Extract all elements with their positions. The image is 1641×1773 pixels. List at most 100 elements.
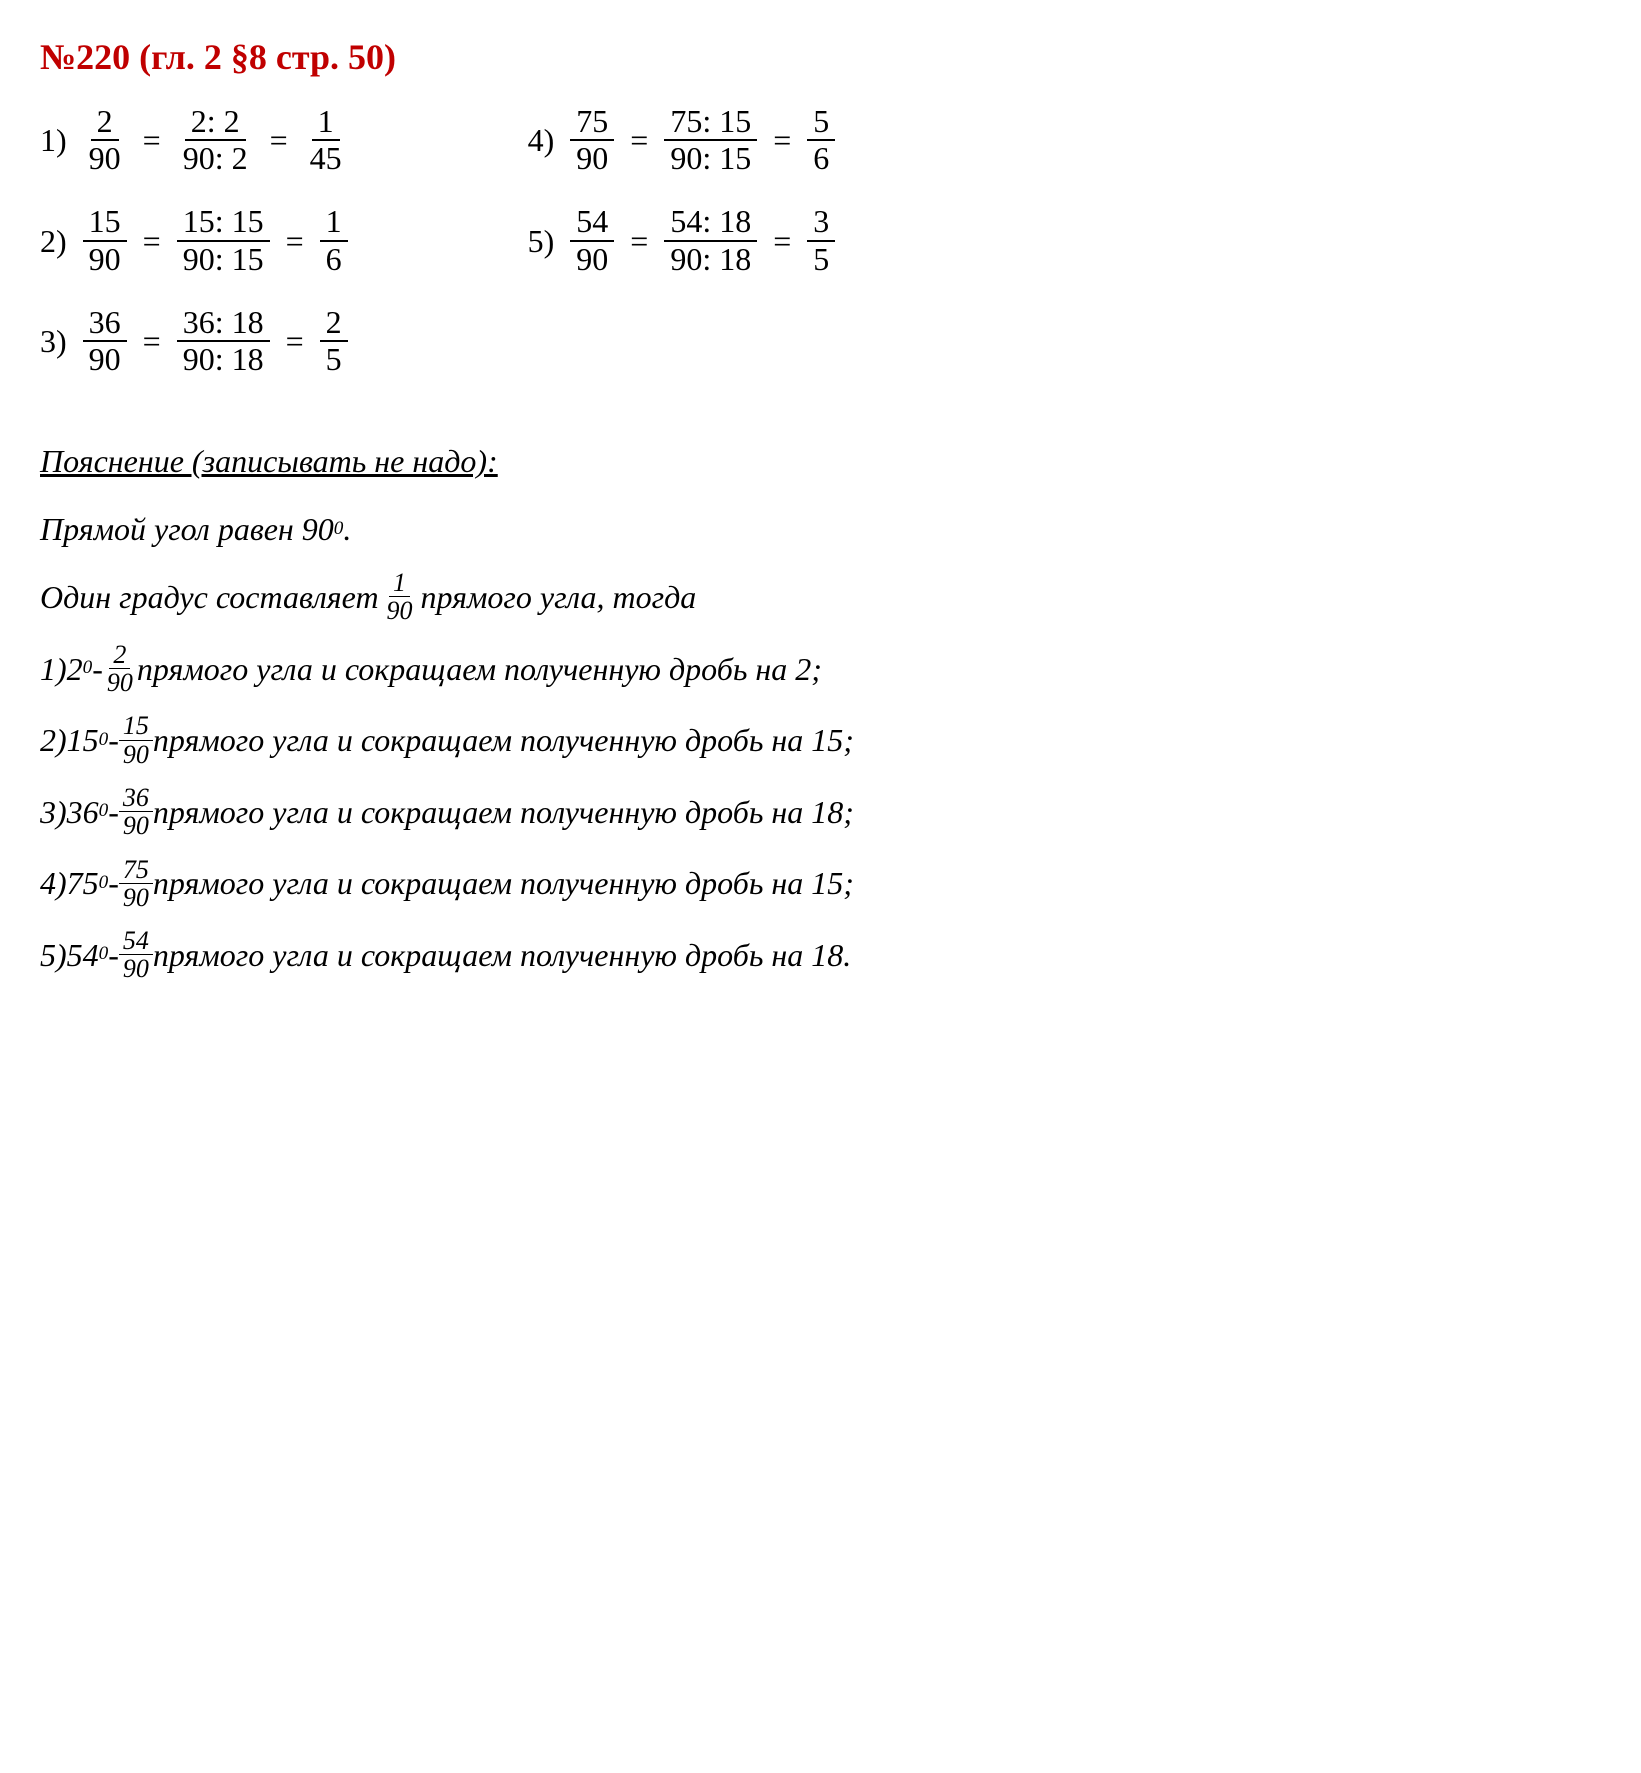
equation-label: 5) xyxy=(528,217,555,265)
explanation-right-angle: Прямой угол равен 900. xyxy=(40,505,1601,553)
fraction-num: 54: 18 xyxy=(664,204,757,241)
equals-sign: = xyxy=(763,217,801,265)
fraction-den: 90 xyxy=(83,242,127,277)
item-degree: 75 xyxy=(67,859,99,907)
explanation-item: 5) 540 - 54 90 прямого угла и сокращаем … xyxy=(40,927,1601,983)
period: . xyxy=(343,505,351,553)
equation-line: 5) 54 90 = 54: 18 90: 18 = 3 5 xyxy=(528,204,836,276)
equals-sign: = xyxy=(276,317,314,365)
equals-sign: = xyxy=(133,217,171,265)
fraction-den: 90: 15 xyxy=(664,141,757,176)
fraction: 54 90 xyxy=(570,204,614,276)
item-label: 4) xyxy=(40,859,67,907)
equations-right-column: 4) 75 90 = 75: 15 90: 15 = 5 6 5) 54 90 … xyxy=(528,104,836,377)
dash: - xyxy=(108,716,119,764)
fraction-num: 75 xyxy=(119,856,153,884)
fraction: 75 90 xyxy=(570,104,614,176)
equation-label: 1) xyxy=(40,116,67,164)
fraction-num: 1 xyxy=(312,104,340,141)
fraction-num: 1 xyxy=(389,569,410,597)
fraction-num: 54 xyxy=(119,927,153,955)
fraction-den: 90 xyxy=(83,342,127,377)
fraction: 75: 15 90: 15 xyxy=(664,104,757,176)
fraction-num: 54 xyxy=(570,204,614,241)
fraction-den: 5 xyxy=(320,342,348,377)
fraction: 3 5 xyxy=(807,204,835,276)
degree-sup: 0 xyxy=(99,869,109,898)
equation-line: 2) 15 90 = 15: 15 90: 15 = 1 6 xyxy=(40,204,348,276)
fraction-den: 90 xyxy=(119,955,153,982)
fraction: 1 6 xyxy=(320,204,348,276)
degree-sup: 0 xyxy=(334,515,344,544)
explanation-item: 3) 360 - 36 90 прямого угла и сокращаем … xyxy=(40,784,1601,840)
dash: - xyxy=(108,859,119,907)
equation-label: 4) xyxy=(528,116,555,164)
item-label: 5) xyxy=(40,931,67,979)
item-tail: прямого угла и сокращаем полученную дроб… xyxy=(153,716,854,764)
explanation-header: Пояснение (записывать не надо): xyxy=(40,437,1601,485)
equation-line: 3) 36 90 = 36: 18 90: 18 = 2 5 xyxy=(40,305,348,377)
fraction-num: 36 xyxy=(119,784,153,812)
fraction: 1 45 xyxy=(304,104,348,176)
fraction-num: 2 xyxy=(91,104,119,141)
equation-label: 3) xyxy=(40,317,67,365)
explanation-item: 2) 150 - 15 90 прямого угла и сокращаем … xyxy=(40,712,1601,768)
equals-sign: = xyxy=(133,116,171,164)
fraction: 15 90 xyxy=(119,712,153,768)
fraction-den: 45 xyxy=(304,141,348,176)
explanation-item: 1) 20 - 2 90 прямого угла и сокращаем по… xyxy=(40,641,1601,697)
fraction-den: 5 xyxy=(807,242,835,277)
equation-line: 4) 75 90 = 75: 15 90: 15 = 5 6 xyxy=(528,104,836,176)
one-degree-text-b: прямого угла, тогда xyxy=(421,573,697,621)
item-tail: прямого угла и сокращаем полученную дроб… xyxy=(153,931,851,979)
fraction: 54: 18 90: 18 xyxy=(664,204,757,276)
fraction: 54 90 xyxy=(119,927,153,983)
fraction-den: 90 xyxy=(119,812,153,839)
fraction-den: 90 xyxy=(119,741,153,768)
fraction: 36 90 xyxy=(83,305,127,377)
fraction: 75 90 xyxy=(119,856,153,912)
page-heading: №220 (гл. 2 §8 стр. 50) xyxy=(40,30,1601,84)
dash: - xyxy=(92,645,103,693)
item-label: 3) xyxy=(40,788,67,836)
fraction: 2 90 xyxy=(83,104,127,176)
item-degree: 2 xyxy=(67,645,83,693)
fraction: 1 90 xyxy=(383,569,417,625)
item-degree: 54 xyxy=(67,931,99,979)
item-tail: прямого угла и сокращаем полученную дроб… xyxy=(137,645,822,693)
item-tail: прямого угла и сокращаем полученную дроб… xyxy=(153,788,854,836)
equations-block: 1) 2 90 = 2: 2 90: 2 = 1 45 2) 15 90 = 1… xyxy=(40,104,1601,377)
fraction-den: 90: 18 xyxy=(664,242,757,277)
fraction-num: 2: 2 xyxy=(185,104,246,141)
fraction-num: 5 xyxy=(807,104,835,141)
equals-sign: = xyxy=(620,217,658,265)
fraction-num: 36: 18 xyxy=(177,305,270,342)
fraction: 15 90 xyxy=(83,204,127,276)
fraction-den: 90 xyxy=(570,141,614,176)
dash: - xyxy=(108,931,119,979)
equals-sign: = xyxy=(260,116,298,164)
degree-sup: 0 xyxy=(83,654,93,683)
fraction-num: 75: 15 xyxy=(664,104,757,141)
fraction: 5 6 xyxy=(807,104,835,176)
equation-label: 2) xyxy=(40,217,67,265)
fraction: 36: 18 90: 18 xyxy=(177,305,270,377)
fraction-num: 15 xyxy=(83,204,127,241)
explanation-items: 1) 20 - 2 90 прямого угла и сокращаем по… xyxy=(40,641,1601,983)
fraction-num: 2 xyxy=(320,305,348,342)
equals-sign: = xyxy=(620,116,658,164)
fraction-den: 90 xyxy=(83,141,127,176)
item-degree: 15 xyxy=(67,716,99,764)
fraction-den: 6 xyxy=(807,141,835,176)
fraction: 2 5 xyxy=(320,305,348,377)
fraction-den: 90 xyxy=(103,669,137,696)
fraction: 2: 2 90: 2 xyxy=(177,104,254,176)
fraction-den: 90 xyxy=(570,242,614,277)
fraction-den: 90: 18 xyxy=(177,342,270,377)
fraction-den: 90: 2 xyxy=(177,141,254,176)
fraction-den: 90 xyxy=(119,884,153,911)
right-angle-text: Прямой угол равен 90 xyxy=(40,505,334,553)
equals-sign: = xyxy=(276,217,314,265)
explanation-item: 4) 750 - 75 90 прямого угла и сокращаем … xyxy=(40,856,1601,912)
item-label: 2) xyxy=(40,716,67,764)
